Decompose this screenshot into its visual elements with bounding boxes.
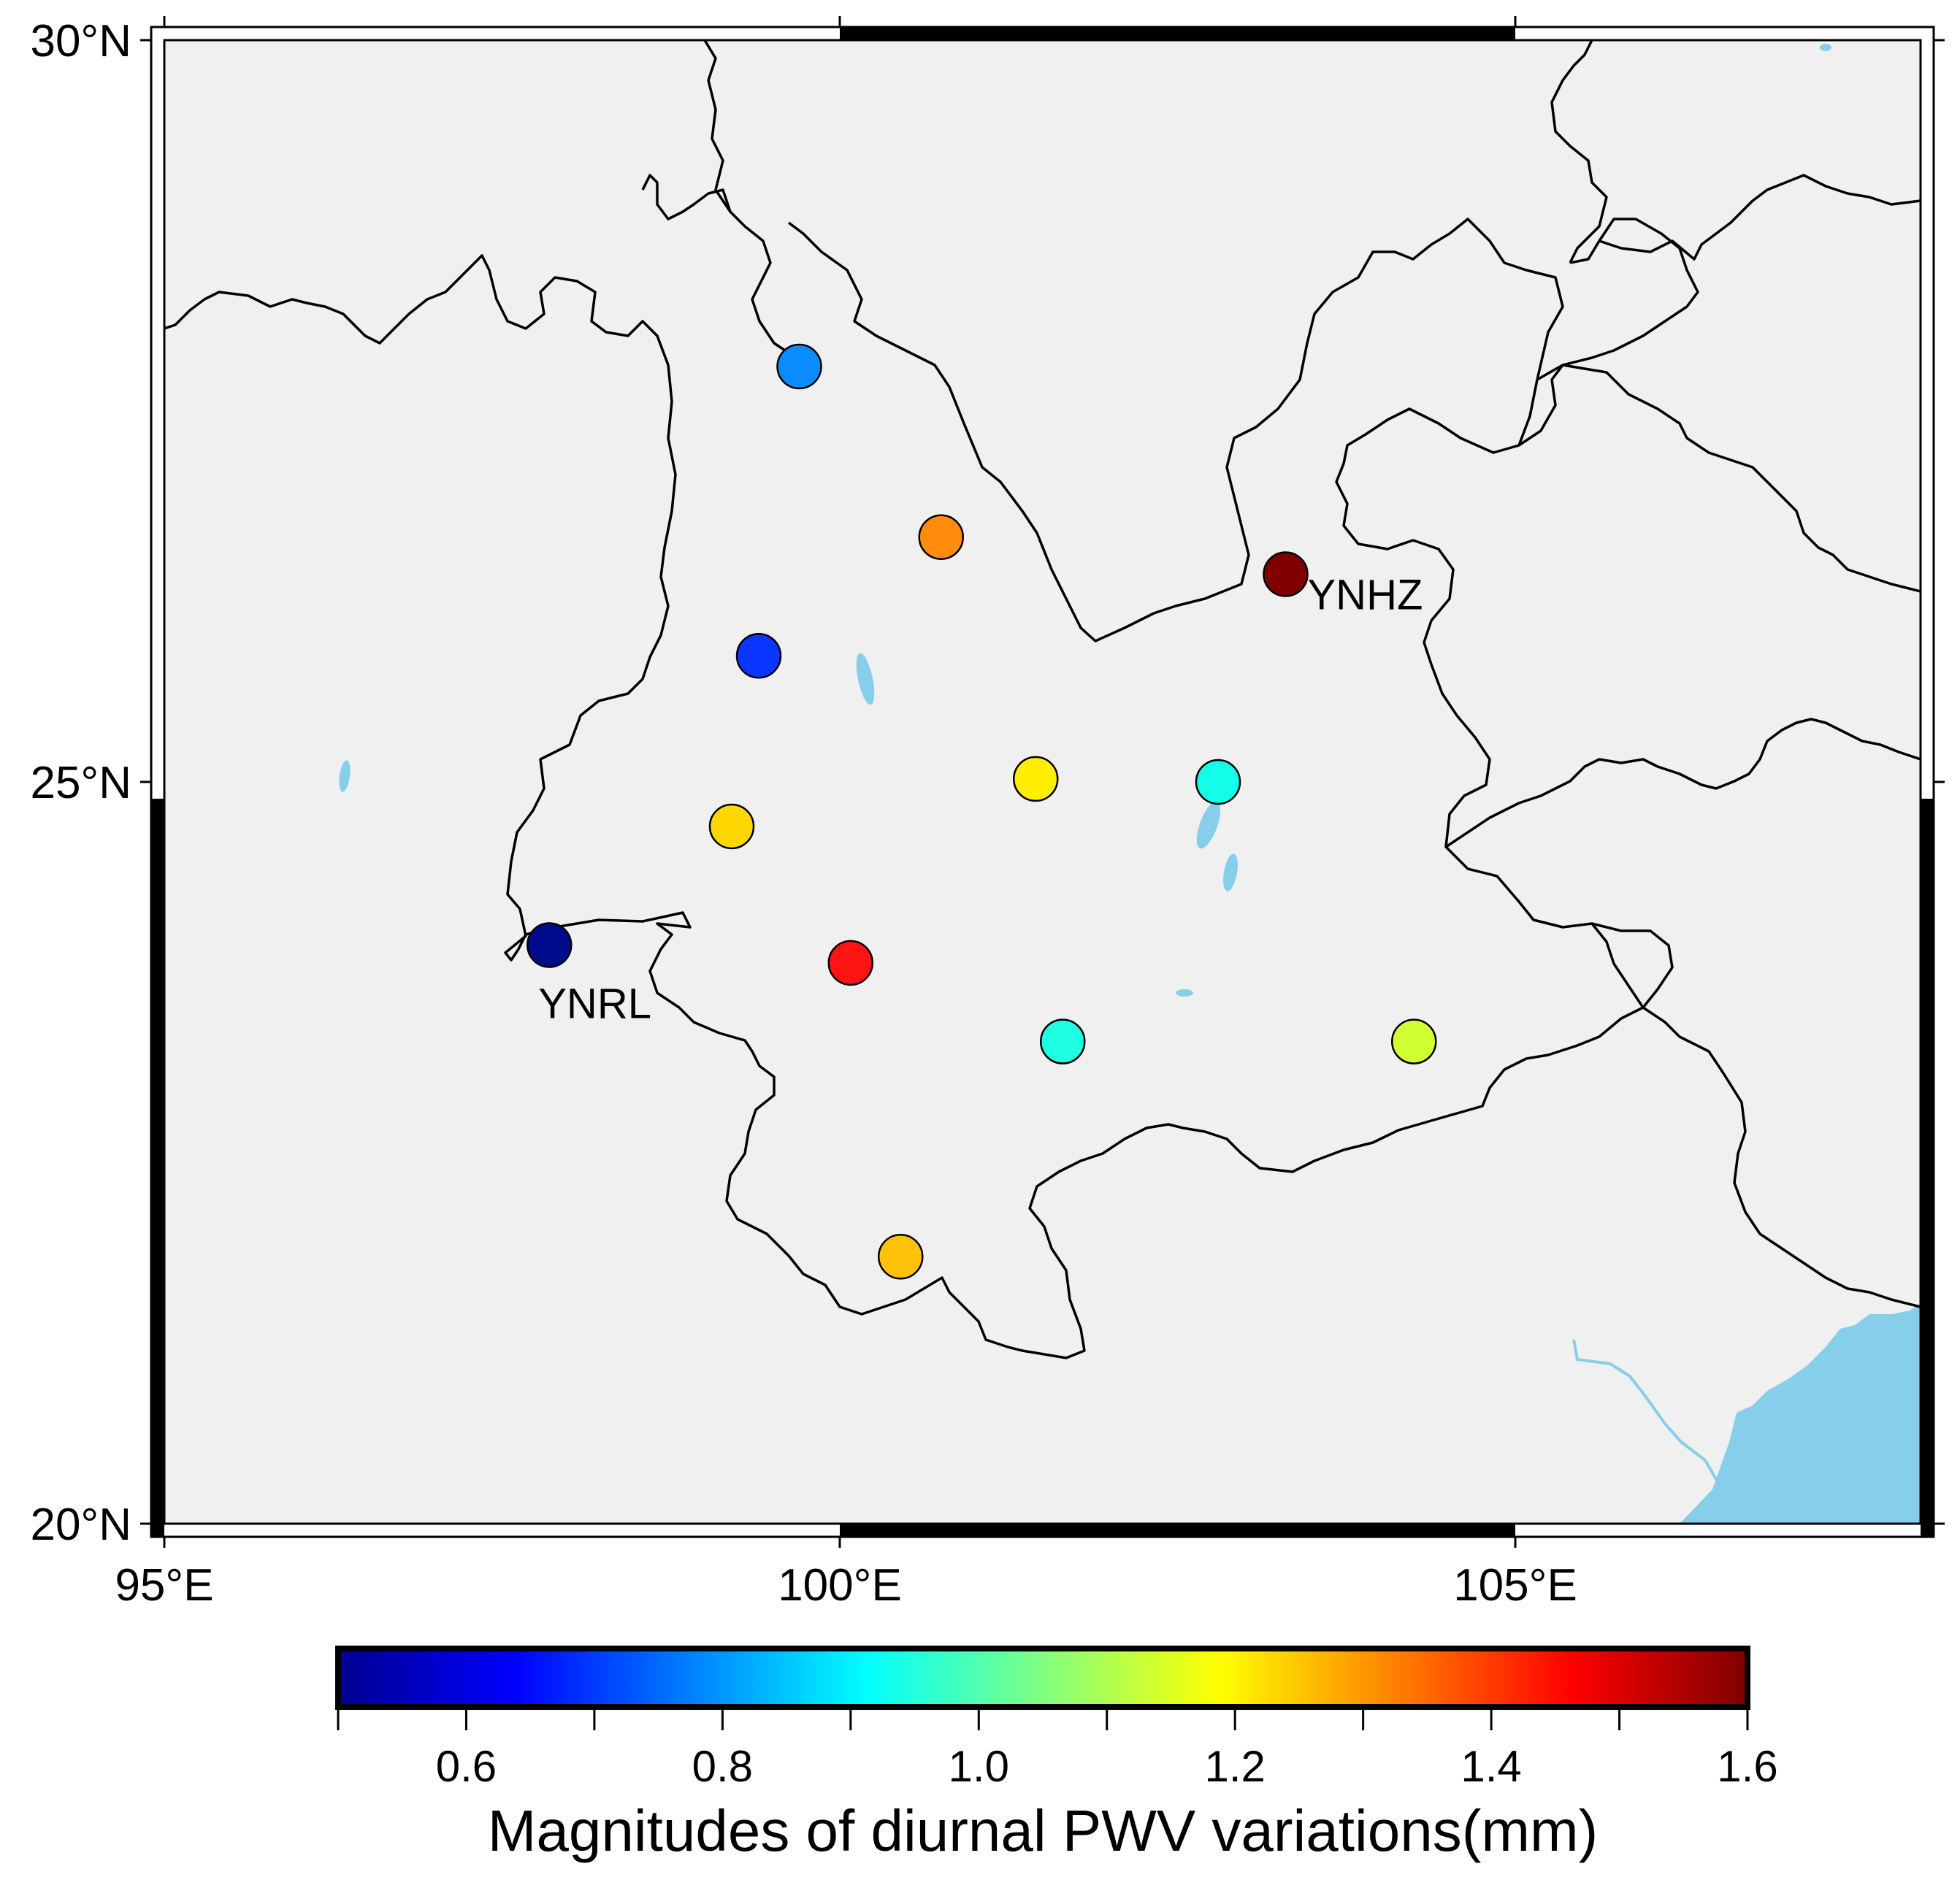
guizhou-upper-boundary [1550,40,1608,264]
station-marker[interactable] [878,1233,924,1280]
lat-label-20: 20°N [30,1500,131,1550]
colorbar-label-0.8: 0.8 [692,1742,753,1791]
north-boundary-upper [703,40,786,352]
station-marker[interactable] [527,922,573,968]
colorbar-label-0.6: 0.6 [436,1742,497,1791]
station-marker[interactable] [1195,759,1241,805]
longitude-labels: 95°E 100°E 105°E [115,1560,1577,1611]
gulf-of-tonkin [1680,1303,1921,1524]
yunnan-boundary [164,218,1674,1359]
station-marker[interactable] [708,803,755,850]
station-marker[interactable] [776,343,822,390]
colorbar-ticks: 0.6 0.8 1.0 1.2 1.4 1.6 [337,1710,1778,1791]
station-marker[interactable] [735,633,782,679]
station-marker[interactable] [918,514,964,560]
station-label-ynhz: YNHZ [1308,572,1423,619]
frame-left-black-segment [151,799,164,1537]
lake-fuxian [1223,853,1238,891]
guangxi-boundary [1445,718,1921,848]
lon-label-95: 95°E [115,1560,213,1611]
colorbar-label-1.4: 1.4 [1461,1742,1521,1791]
station-marker[interactable] [1391,1018,1437,1064]
lat-label-30: 30°N [30,16,131,66]
station-marker[interactable] [1013,756,1059,802]
colorbar-label-1.2: 1.2 [1204,1742,1265,1791]
lake-erhai [856,653,875,705]
lon-label-105: 105°E [1453,1560,1577,1611]
station-marker[interactable] [1263,551,1309,597]
lat-label-25: 25°N [30,758,131,808]
river [1572,1339,1721,1486]
lon-label-100: 100°E [778,1560,902,1611]
station-marker[interactable] [827,940,874,986]
colorbar-label-1.0: 1.0 [949,1742,1009,1791]
sichuan-guizhou-boundary [1518,218,1699,447]
lake-dianchi [1196,801,1221,849]
north-sub-boundary [641,174,732,220]
frame-bottom-black-segment [840,1524,1515,1537]
colorbar-bar [335,1646,1750,1710]
boundaries [164,40,1921,1359]
frame-right-black-segment [1921,799,1934,1537]
map-frame [140,16,1945,1548]
guangxi-inner-boundary [1536,364,1921,593]
colorbar-title: Magnitudes of diurnal PWV variations(mm) [488,1798,1599,1863]
guizhou-north-boundary [1599,174,1921,261]
lake-small-south [1176,989,1193,997]
colorbar-label-1.6: 1.6 [1717,1742,1777,1791]
latitude-labels: 30°N 25°N 20°N [30,16,131,1550]
stations-layer: YNHZ YNRL [527,343,1437,1280]
water-features [339,44,1921,1524]
guangxi-vietnam-boundary [1590,922,1921,1308]
axis-ticks [140,16,1945,1548]
frame-top-black-segment [840,27,1515,40]
lake-small-west [339,760,351,792]
station-label-ynrl: YNRL [538,981,651,1028]
lake-small-north [1820,44,1831,51]
station-marker[interactable] [1040,1018,1086,1064]
colorbar: 0.6 0.8 1.0 1.2 1.4 1.6 Magnitudes of diurnal… [335,1646,1778,1863]
